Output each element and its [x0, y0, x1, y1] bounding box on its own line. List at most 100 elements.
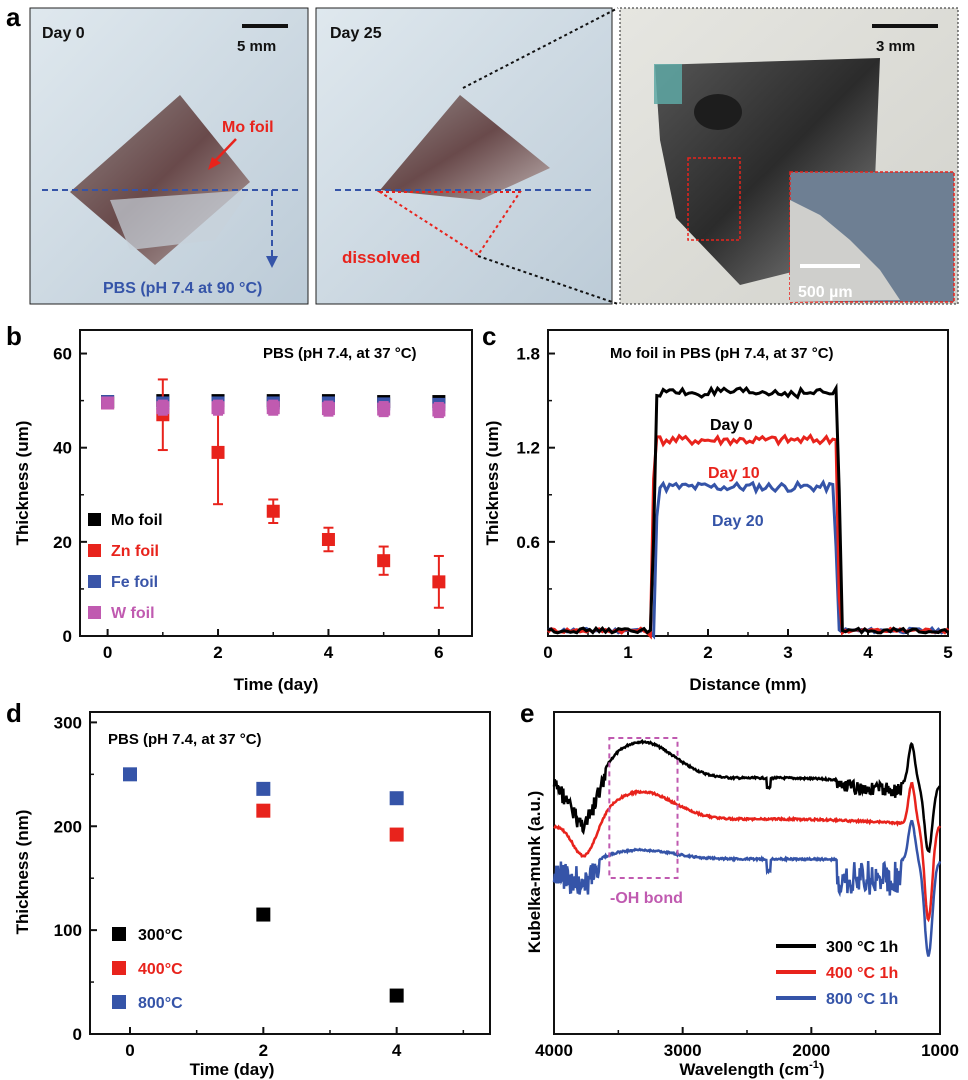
- legend-b-swatch-w: [88, 606, 101, 619]
- data-point-b-3: [266, 401, 280, 415]
- legend-b: Mo foil Zn foil Fe foil W foil: [88, 512, 163, 622]
- x-axis-label-b: Time (day): [234, 675, 319, 694]
- x-tick-label-e: 1000: [921, 1041, 959, 1060]
- panel-e: e 4000 3000 2000 1000 -OH bond 300 °C 1h 40…: [520, 698, 959, 1079]
- data-point-d-2: [256, 781, 271, 796]
- foil-hole: [694, 94, 742, 130]
- y-tick-label-c: 0.6: [516, 533, 540, 552]
- x-tick-label-c: 5: [943, 643, 952, 662]
- mo-arrow-head: [208, 157, 221, 170]
- y-axis-label-d: Thickness (nm): [13, 810, 32, 935]
- data-point-d-2: [389, 791, 404, 806]
- y-axis-label-b: Thickness (um): [13, 421, 32, 546]
- photo-day25: Day 25 dissolved: [315, 7, 613, 305]
- series-line-c: [547, 382, 950, 635]
- y-tick-label-b: 0: [63, 627, 72, 646]
- legend-d-swatch-800: [112, 995, 126, 1009]
- series-marks-e: [552, 738, 942, 957]
- x-axis-label-e-sup: -1: [809, 1059, 819, 1071]
- x-tick-label-e: 3000: [664, 1041, 702, 1060]
- panel-d: d PBS (pH 7.4, at 37 °C) 0 2 4 0 100 200 300 3…: [6, 698, 491, 1079]
- x-axis-label-e: Wavelength (cm-1): [679, 1059, 824, 1079]
- axis-ticks-c: 0 1 2 3 4 5 0.6 1.2 1.8: [516, 345, 952, 662]
- x-axis-label-e-end: ): [819, 1060, 825, 1079]
- x-tick-label-b: 0: [103, 643, 112, 662]
- axis-ticks-e: 4000 3000 2000 1000: [535, 1027, 959, 1060]
- legend-e: 300 °C 1h 400 °C 1h 800 °C 1h: [776, 939, 898, 1008]
- x-tick-label-c: 0: [543, 643, 552, 662]
- oh-bond-highlight: [608, 737, 679, 879]
- series-label-c-day0: Day 0: [710, 417, 753, 434]
- data-point-d-0: [389, 988, 404, 1003]
- series-line-e: [553, 781, 942, 923]
- series-label-c-day10: Day 10: [708, 465, 760, 482]
- data-point-b-3: [321, 402, 335, 416]
- chart-title-b: PBS (pH 7.4, at 37 °C): [263, 345, 417, 362]
- series-label-c-day20: Day 20: [712, 513, 764, 530]
- x-axis-label-e-main: Wavelength (cm: [679, 1060, 809, 1079]
- series-line-c: [547, 478, 949, 640]
- x-tick-label-c: 1: [623, 643, 632, 662]
- pbs-annotation: PBS (pH 7.4 at 90 °C): [103, 280, 262, 297]
- data-point-b-1: [377, 554, 391, 568]
- panel-a: a Day 0 5 mm Mo foil PBS (pH 7.4 at 90 °…: [6, 2, 959, 305]
- series-marks-b: [101, 378, 446, 609]
- scale-bar-500um-label: 500 µm: [798, 284, 853, 301]
- legend-b-label-zn: Zn foil: [111, 543, 159, 560]
- data-point-d-2: [123, 767, 137, 782]
- data-point-d-1: [389, 827, 404, 842]
- data-point-b-1: [432, 575, 446, 589]
- legend-b-label-mo: Mo foil: [111, 512, 163, 529]
- legend-d-label-800: 800°C: [138, 995, 183, 1012]
- zoom-box: [687, 157, 741, 241]
- legend-b-swatch-mo: [88, 513, 101, 526]
- legend-b-swatch-fe: [88, 575, 101, 588]
- chart-title-d: PBS (pH 7.4, at 37 °C): [108, 731, 262, 748]
- x-tick-label-e: 2000: [792, 1041, 830, 1060]
- x-tick-label-b: 2: [213, 643, 222, 662]
- pbs-arrow-head: [266, 256, 278, 268]
- foil-reflection: [110, 190, 250, 250]
- series-marks-d: [123, 767, 404, 1003]
- x-tick-label-c: 3: [783, 643, 792, 662]
- y-tick-label-d: 300: [54, 713, 82, 732]
- y-axis-label-c: Thickness (um): [483, 421, 502, 546]
- data-point-b-1: [321, 532, 335, 546]
- panel-letter-d: d: [6, 698, 22, 728]
- y-axis-label-e: Kubelka-munk (a.u.): [525, 791, 544, 953]
- inset-edge: [790, 200, 900, 302]
- panel-letter-a: a: [6, 2, 21, 32]
- legend-e-label-400: 400 °C 1h: [826, 965, 898, 982]
- photo-day25-label: Day 25: [330, 25, 382, 42]
- photo-day0: Day 0 5 mm Mo foil PBS (pH 7.4 at 90 °C): [29, 7, 309, 305]
- legend-e-label-800: 800 °C 1h: [826, 991, 898, 1008]
- photo-day0-label: Day 0: [42, 25, 85, 42]
- data-point-d-1: [256, 803, 271, 818]
- data-point-d-0: [256, 907, 271, 922]
- series-marks-c: [546, 382, 950, 640]
- zoom-connector-bottom: [477, 255, 619, 305]
- legend-d-swatch-400: [112, 961, 126, 975]
- y-tick-label-c: 1.8: [516, 345, 540, 364]
- oh-bond-annotation: -OH bond: [610, 890, 683, 907]
- data-point-b-3: [432, 403, 446, 417]
- y-tick-label-b: 60: [53, 345, 72, 364]
- data-point-b-3: [101, 396, 115, 410]
- x-tick-label-b: 6: [434, 643, 443, 662]
- x-tick-label-c: 2: [703, 643, 712, 662]
- legend-d-label-300: 300°C: [138, 927, 183, 944]
- mo-foil-annotation: Mo foil: [222, 119, 274, 136]
- legend-b-swatch-zn: [88, 544, 101, 557]
- mo-arrow-line: [213, 138, 237, 163]
- zoom-connector-top: [462, 7, 619, 89]
- legend-b-label-fe: Fe foil: [111, 574, 158, 591]
- x-tick-label-c: 4: [863, 643, 873, 662]
- legend-d-swatch-300: [112, 927, 126, 941]
- panel-letter-e: e: [520, 698, 534, 728]
- scale-bar-3mm-label: 3 mm: [876, 38, 915, 55]
- plot-frame-d: [89, 711, 491, 1035]
- legend-d: 300°C 400°C 800°C: [112, 927, 183, 1012]
- data-point-b-1: [266, 504, 280, 518]
